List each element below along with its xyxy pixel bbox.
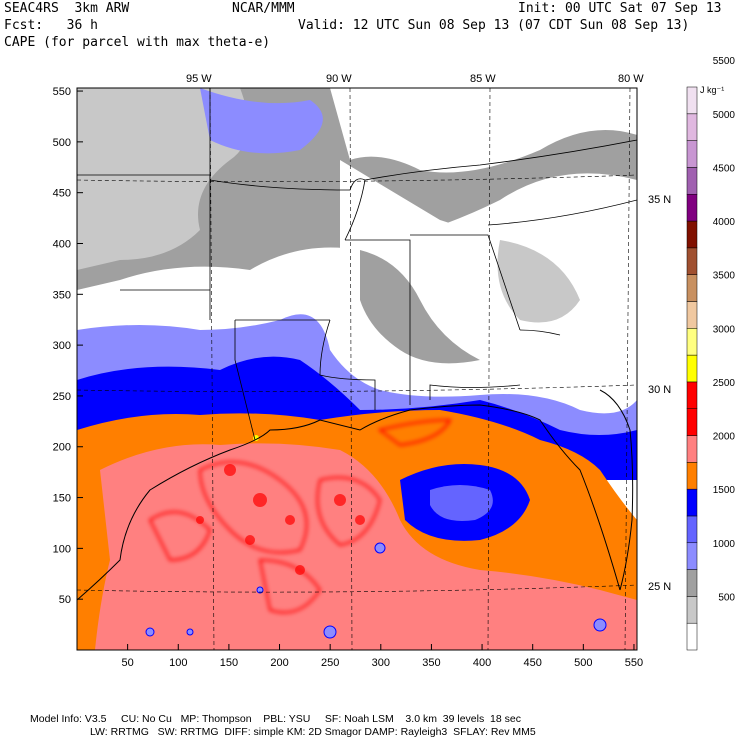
- colorbar-label: 2000: [713, 432, 736, 443]
- colorbar-units: J kg⁻¹: [700, 85, 724, 95]
- init-time: Init: 00 UTC Sat 07 Sep 13: [518, 1, 722, 16]
- colorbar-bin: [686, 247, 698, 275]
- colorbar-label: 2500: [713, 378, 736, 389]
- x-tick-label: 450: [524, 657, 542, 669]
- colorbar-label: 3500: [713, 271, 736, 282]
- model-info-line-1: Model Info: V3.5 CU: No Cu MP: Thompson …: [30, 713, 521, 725]
- colorbar-label: 5000: [713, 110, 736, 121]
- colorbar-label: 5500: [713, 56, 736, 67]
- model-info-line-2: LW: RRTMG SW: RRTMG DIFF: simple KM: 2D …: [90, 726, 536, 738]
- x-tick-label: 100: [169, 657, 187, 669]
- x-tick-label: 250: [321, 657, 339, 669]
- lat-label: 30 N: [648, 384, 671, 396]
- colorbar-bin: [686, 140, 698, 168]
- x-tick-label: 200: [270, 657, 288, 669]
- model-title: SEAC4RS 3km ARW: [4, 1, 130, 16]
- lon-label: 80 W: [618, 73, 644, 85]
- x-tick-label: 350: [422, 657, 440, 669]
- colorbar-label: 1000: [713, 539, 736, 550]
- lon-label: 95 W: [186, 73, 212, 85]
- x-tick-label: 300: [372, 657, 390, 669]
- y-tick-label: 500: [53, 137, 71, 149]
- y-tick-label: 200: [53, 442, 71, 454]
- colorbar-bin: [686, 220, 698, 249]
- x-tick-label: 150: [220, 657, 238, 669]
- x-tick-label: 550: [625, 657, 643, 669]
- colorbar-bin: [686, 622, 698, 651]
- x-axis: 50 100 150 200 250 300 350 400 450 500 550: [122, 644, 643, 669]
- lon-label: 90 W: [326, 73, 352, 85]
- forecast-hour: Fcst: 36 h: [4, 18, 98, 33]
- field-title: CAPE (for parcel with max theta-e): [4, 35, 271, 50]
- colorbar-bin: [686, 113, 698, 141]
- lon-label: 85 W: [470, 73, 496, 85]
- x-tick-label: 500: [574, 657, 592, 669]
- colorbar: 500 1000 1500 2000 2500 3000 3500 4000 4500 5000 5…: [686, 56, 736, 651]
- colorbar-label: 4500: [713, 163, 736, 174]
- colorbar-label: 3000: [713, 324, 736, 335]
- y-tick-label: 450: [53, 188, 71, 200]
- colorbar-bin: [686, 515, 698, 544]
- colorbar-bin: [686, 86, 698, 115]
- colorbar-bin: [686, 596, 698, 624]
- colorbar-bin: [686, 542, 698, 570]
- y-axis: 550 500 450 400 350 300 250 200 150 100 50: [53, 86, 83, 606]
- colorbar-bin: [686, 193, 698, 222]
- y-tick-label: 250: [53, 391, 71, 403]
- org-label: NCAR/MMM: [232, 1, 295, 16]
- colorbar-bin: [686, 408, 698, 436]
- colorbar-label: 1500: [713, 485, 736, 496]
- lat-label: 25 N: [648, 581, 671, 593]
- colorbar-bin: [686, 274, 698, 302]
- colorbar-bin: [686, 301, 698, 329]
- colorbar-bin: [686, 354, 698, 383]
- y-tick-label: 50: [59, 594, 71, 606]
- y-tick-label: 100: [53, 543, 71, 555]
- x-tick-label: 50: [122, 657, 134, 669]
- y-tick-label: 400: [53, 238, 71, 250]
- colorbar-label: 500: [718, 592, 735, 603]
- colorbar-bin: [686, 167, 698, 195]
- y-tick-label: 300: [53, 340, 71, 352]
- lat-label: 35 N: [648, 194, 671, 206]
- y-tick-label: 350: [53, 289, 71, 301]
- valid-time: Valid: 12 UTC Sun 08 Sep 13 (07 CDT Sun …: [298, 18, 690, 33]
- colorbar-bin: [686, 435, 698, 463]
- colorbar-bin: [686, 488, 698, 517]
- y-tick-label: 150: [53, 493, 71, 505]
- x-tick-label: 400: [473, 657, 491, 669]
- cape-field: [77, 88, 637, 650]
- colorbar-bin: [686, 328, 698, 356]
- y-tick-label: 550: [53, 86, 71, 98]
- colorbar-bin: [686, 381, 698, 409]
- colorbar-bin: [686, 569, 698, 597]
- colorbar-label: 4000: [713, 217, 736, 228]
- colorbar-bin: [686, 462, 698, 490]
